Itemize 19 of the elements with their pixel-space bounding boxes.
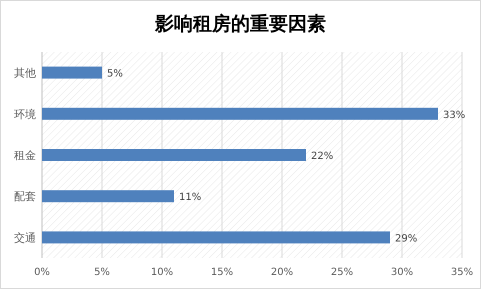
category: 交通	[14, 231, 36, 244]
category: 配套	[14, 190, 36, 204]
value-label: 29%	[395, 233, 418, 244]
category: 租金	[14, 149, 36, 162]
xtick: 15%	[210, 267, 234, 278]
value-label: 11%	[179, 192, 202, 204]
xtick: 5%	[94, 267, 110, 278]
xtick: 0%	[34, 267, 50, 278]
xtick: 35%	[450, 267, 474, 278]
xtick: 30%	[390, 267, 414, 278]
xtick: 20%	[270, 267, 294, 278]
value-label: 22%	[311, 151, 334, 162]
value-label: 33%	[443, 110, 466, 121]
category: 环境	[14, 108, 36, 121]
title: 影响租房的重要因素	[155, 13, 326, 35]
value-label: 5%	[107, 68, 123, 80]
xtick: 10%	[150, 267, 174, 278]
category: 其他	[14, 66, 36, 80]
xtick: 25%	[330, 267, 354, 278]
